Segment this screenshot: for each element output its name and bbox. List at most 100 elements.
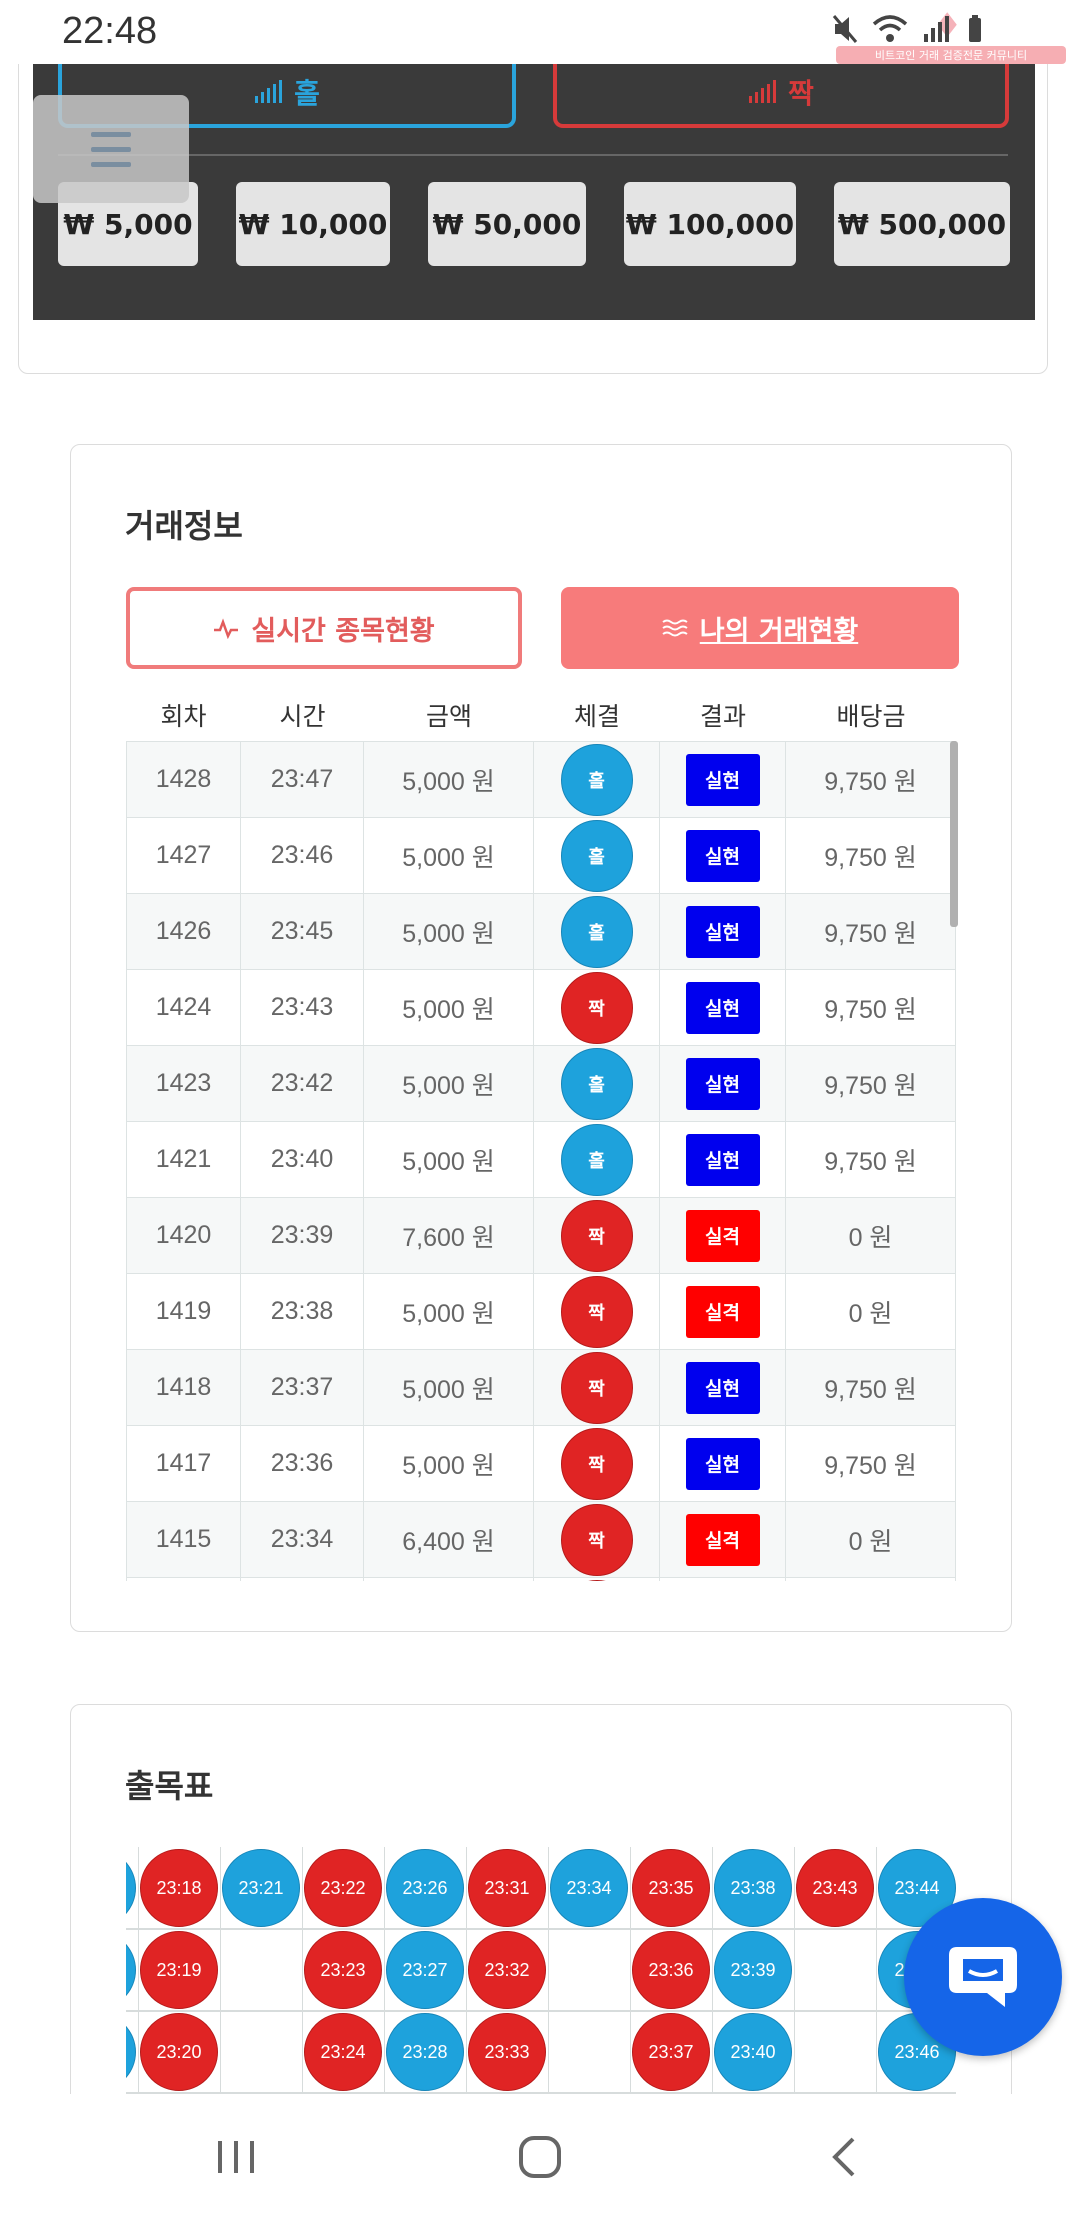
amount-cell: 5,000 원 bbox=[364, 970, 534, 1045]
grid-col-line bbox=[630, 1847, 631, 2097]
payout-value: 9,750 원 bbox=[824, 843, 917, 872]
chat-icon bbox=[949, 1947, 1017, 2007]
round-cell: 1418 bbox=[126, 1350, 241, 1425]
even-result-ball: 23:23 bbox=[304, 1931, 382, 2009]
payout-value: 9,750 원 bbox=[824, 919, 917, 948]
odd-bet-button[interactable]: 홀 bbox=[58, 60, 516, 128]
back-button[interactable] bbox=[744, 2094, 944, 2220]
amount-button-10000[interactable]: ₩ 10,000 bbox=[236, 182, 390, 266]
result-cell bbox=[126, 1929, 138, 2011]
result-cell: 실현 bbox=[660, 1350, 786, 1425]
time-cell: 23:43 bbox=[241, 970, 364, 1045]
result-cell: 23:19 bbox=[138, 1929, 220, 2011]
table-scrollbar[interactable] bbox=[950, 741, 958, 927]
pick-ball: 홀 bbox=[560, 819, 633, 892]
table-row: 1419 23:38 5,000 원 짝 실격 0 원 bbox=[126, 1274, 956, 1350]
recent-apps-button[interactable] bbox=[136, 2094, 336, 2220]
result-cell: 23:24 bbox=[302, 2011, 384, 2093]
time-cell: 23:45 bbox=[241, 894, 364, 969]
grid-col-line bbox=[466, 1847, 467, 2097]
chat-button[interactable] bbox=[904, 1898, 1062, 2056]
amount-button-50000[interactable]: ₩ 50,000 bbox=[428, 182, 586, 266]
round-value: 1415 bbox=[155, 1525, 212, 1553]
payout-value: 0 원 bbox=[848, 1527, 893, 1556]
time-value: 23:34 bbox=[270, 1525, 334, 1553]
grid-row-line bbox=[126, 2010, 956, 2012]
amount-value: 5,000 원 bbox=[402, 1375, 495, 1404]
table-row: 1418 23:37 5,000 원 짝 실현 9,750 원 bbox=[126, 1350, 956, 1426]
amount-value: 5,000 원 bbox=[402, 1451, 495, 1480]
watermark-logo: ♦ 비트코인 거래 검증전문 커뮤니티 bbox=[836, 6, 1066, 64]
odd-result-ball bbox=[126, 2013, 136, 2091]
result-cell: 23:34 bbox=[548, 1847, 630, 1929]
amount-cell: 5,000 원 bbox=[364, 1046, 534, 1121]
tab-live-status[interactable]: 실시간 종목현황 bbox=[126, 587, 522, 669]
menu-button[interactable] bbox=[33, 95, 189, 203]
time-cell bbox=[241, 1578, 364, 1581]
tab-my-trades[interactable]: 나의 거래현황 bbox=[561, 587, 959, 669]
result-cell: 23:39 bbox=[712, 1929, 794, 2011]
amount-value: 6,400 원 bbox=[402, 1527, 495, 1556]
round-value: 1419 bbox=[155, 1297, 212, 1325]
pick-ball: 짝 bbox=[560, 1351, 633, 1424]
amount-value: 5,000 원 bbox=[402, 1147, 495, 1176]
pick-cell: 짝 bbox=[534, 970, 660, 1045]
amount-value: 5,000 원 bbox=[402, 1299, 495, 1328]
odd-bet-label: 홀 bbox=[294, 77, 320, 110]
amount-buttons: ₩ 5,000 ₩ 10,000 ₩ 50,000 ₩ 100,000 ₩ 50… bbox=[58, 182, 1010, 268]
even-result-ball: 23:32 bbox=[468, 1931, 546, 2009]
even-result-ball: 23:19 bbox=[140, 1931, 218, 2009]
amount-cell: 5,000 원 bbox=[364, 742, 534, 817]
even-bet-button[interactable]: 짝 bbox=[553, 60, 1009, 128]
trade-table-body[interactable]: 1428 23:47 5,000 원 홀 실현 9,750 원 1427 23:46 5,000… bbox=[126, 741, 956, 1581]
result-chart-title: 출목표 bbox=[125, 1767, 214, 1805]
time-value: 23:45 bbox=[270, 917, 334, 945]
grid-col-line bbox=[876, 1847, 877, 2097]
grid-col-line bbox=[712, 1847, 713, 2097]
round-value: 1427 bbox=[155, 841, 212, 869]
even-result-ball: 23:37 bbox=[632, 2013, 710, 2091]
table-row bbox=[126, 1578, 956, 1581]
round-cell: 1415 bbox=[126, 1502, 241, 1577]
grid-row-line bbox=[126, 2092, 956, 2094]
result-badge: 실현 bbox=[685, 753, 760, 806]
result-badge: 실격 bbox=[685, 1209, 760, 1262]
amount-value: 5,000 원 bbox=[402, 843, 495, 872]
result-badge: 실격 bbox=[685, 1285, 760, 1338]
result-cell: 실현 bbox=[660, 1426, 786, 1501]
result-cell: 23:23 bbox=[302, 1929, 384, 2011]
round-cell: 1417 bbox=[126, 1426, 241, 1501]
hamburger-icon-line bbox=[91, 161, 131, 167]
home-icon bbox=[519, 2136, 561, 2178]
time-cell: 23:40 bbox=[241, 1122, 364, 1197]
grid-col-line bbox=[548, 1847, 549, 2097]
time-value: 23:47 bbox=[270, 765, 334, 793]
time-cell: 23:34 bbox=[241, 1502, 364, 1577]
amount-cell: 6,400 원 bbox=[364, 1502, 534, 1577]
result-cell: 실현 bbox=[660, 970, 786, 1045]
amount-cell: 5,000 원 bbox=[364, 1350, 534, 1425]
round-value: 1418 bbox=[155, 1373, 212, 1401]
result-badge: 실현 bbox=[685, 905, 760, 958]
time-cell: 23:42 bbox=[241, 1046, 364, 1121]
even-result-ball: 23:35 bbox=[632, 1849, 710, 1927]
amount-value: 5,000 원 bbox=[402, 1071, 495, 1100]
result-badge: 실현 bbox=[685, 1437, 760, 1490]
odd-result-ball bbox=[126, 1849, 136, 1927]
pulse-icon bbox=[214, 618, 239, 639]
amount-value: 5,000 원 bbox=[402, 919, 495, 948]
result-cell: 23:36 bbox=[630, 1929, 712, 2011]
home-button[interactable] bbox=[440, 2094, 640, 2220]
result-cell: 23:32 bbox=[466, 1929, 548, 2011]
time-value: 23:37 bbox=[270, 1373, 334, 1401]
watermark-bar bbox=[836, 46, 1066, 64]
amount-button-100000[interactable]: ₩ 100,000 bbox=[624, 182, 796, 266]
pick-ball: 짝 bbox=[560, 1275, 633, 1348]
grid-col-line bbox=[220, 1847, 221, 2097]
table-row: 1423 23:42 5,000 원 홀 실현 9,750 원 bbox=[126, 1046, 956, 1122]
amount-button-500000[interactable]: ₩ 500,000 bbox=[834, 182, 1010, 266]
odd-result-ball: 23:21 bbox=[222, 1849, 300, 1927]
round-value: 1417 bbox=[155, 1449, 212, 1477]
grid-col-line bbox=[138, 1847, 139, 2097]
